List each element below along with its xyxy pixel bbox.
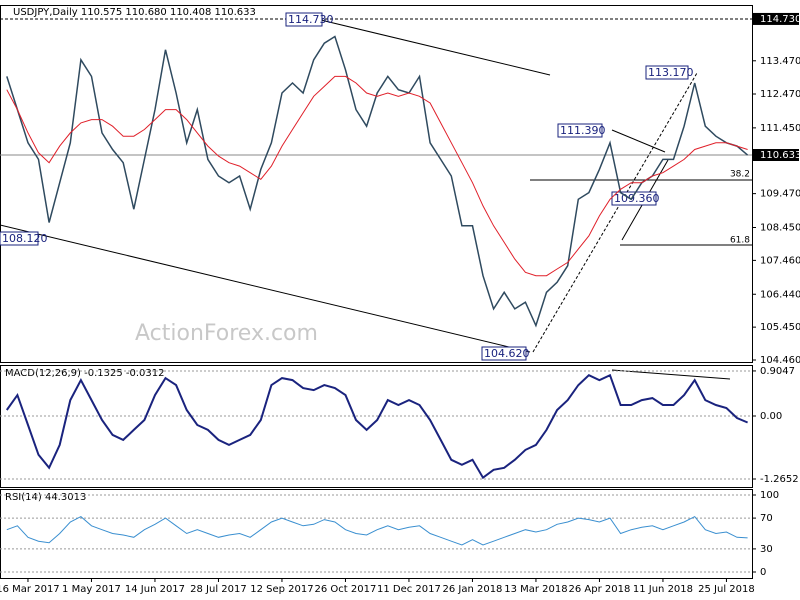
x-tick-label: 11 Jun 2018 (633, 584, 693, 595)
x-tick-label: 25 Jul 2018 (698, 584, 755, 595)
trend-line (611, 129, 666, 153)
rsi-panel (0, 489, 753, 579)
price-panel (0, 5, 753, 363)
annotation: 114.730 (288, 13, 334, 26)
price-marker-label: 114.730 (760, 14, 800, 25)
x-tick-label: 26 Oct 2017 (315, 584, 377, 595)
y-tick-label: 112.470 (760, 89, 800, 100)
rsi-title: RSI(14) 44.3013 (5, 492, 86, 503)
annotation: 104.620 (484, 347, 530, 360)
chart-title: USDJPY,Daily 110.575 110.680 110.408 110… (13, 7, 256, 18)
y-tick-label: 113.470 (760, 56, 800, 67)
trend-line (299, 14, 551, 76)
macd-title: MACD(12,26,9) -0.1325 -0.0312 (5, 368, 165, 379)
annotation-box (481, 346, 527, 361)
y-tick-label: 111.450 (760, 123, 800, 134)
series-line (6, 75, 748, 277)
y-tick-label: 30 (760, 544, 773, 555)
trend-line (532, 72, 698, 353)
x-tick-label: 26 Jan 2018 (442, 584, 502, 595)
y-tick-label: -1.2652 (760, 474, 799, 485)
y-tick-label: 100 (760, 490, 779, 501)
annotation: 113.170 (648, 66, 694, 79)
series-line (6, 515, 748, 546)
x-tick-label: 11 Dec 2017 (377, 584, 441, 595)
macd-panel (0, 365, 753, 488)
y-tick-label: 106.440 (760, 289, 800, 300)
x-tick-label: 13 Mar 2018 (504, 584, 567, 595)
trend-line (611, 369, 731, 380)
fib-label: 61.8 (730, 236, 750, 246)
annotation-box (557, 123, 603, 138)
y-tick-label: 70 (760, 513, 773, 524)
y-tick-label: 107.460 (760, 255, 800, 266)
annotation: 108.120 (2, 232, 48, 245)
y-tick-label: 109.470 (760, 189, 800, 200)
price-marker-label: 110.633 (760, 150, 800, 161)
y-tick-label: 105.450 (760, 322, 800, 333)
fib-label: 38.2 (730, 170, 750, 180)
x-tick-label: 12 Sep 2017 (250, 584, 313, 595)
y-tick-label: 0.00 (760, 411, 782, 422)
x-tick-label: 14 Jun 2017 (125, 584, 185, 595)
x-tick-label: 16 Mar 2017 (0, 584, 60, 595)
series-line (5, 373, 748, 480)
y-tick-label: 0.9047 (760, 366, 795, 377)
trend-line (0, 224, 531, 353)
annotation-box (0, 231, 39, 246)
x-tick-label: 26 Apr 2018 (569, 584, 631, 595)
x-tick-label: 28 Jul 2017 (190, 584, 247, 595)
annotation-box (611, 191, 657, 206)
watermark: ActionForex.com (135, 321, 318, 346)
annotation-box (285, 12, 323, 27)
x-tick-label: 1 May 2017 (62, 584, 121, 595)
price-marker (753, 12, 799, 25)
series-line (6, 35, 749, 328)
y-tick-label: 0 (760, 567, 766, 578)
annotation: 111.390 (560, 124, 606, 137)
y-tick-label: 104.460 (760, 355, 800, 366)
annotation: 109.360 (614, 192, 660, 205)
annotation-box (645, 65, 689, 80)
price-marker (753, 149, 799, 162)
y-tick-label: 108.450 (760, 223, 800, 234)
